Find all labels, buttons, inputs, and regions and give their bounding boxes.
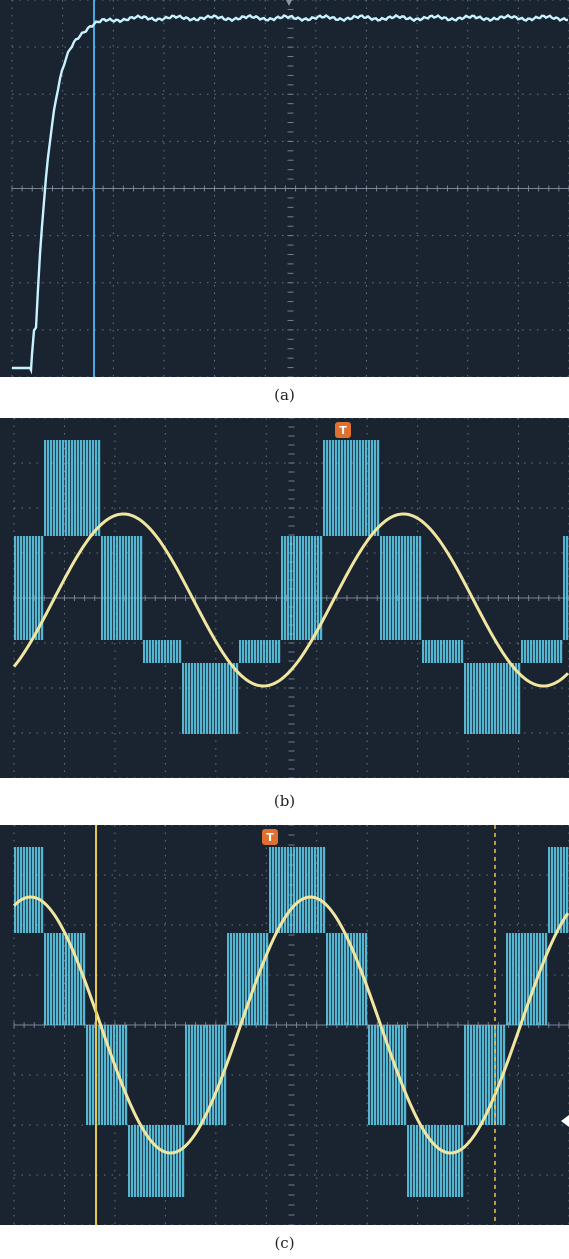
trigger-position-marker — [286, 0, 292, 6]
current-trace — [12, 512, 569, 688]
trigger-marker-icon — [335, 422, 351, 438]
oscilloscope-panel-a — [0, 0, 569, 377]
step-response-trace — [12, 13, 569, 375]
graticule — [11, 0, 569, 377]
caption-b: (b) — [273, 792, 296, 810]
trigger-marker-label: T — [339, 424, 347, 437]
scope-screen-c: T — [12, 825, 569, 1225]
scope-screen-b: T — [12, 418, 569, 778]
trigger-marker-icon — [262, 829, 278, 845]
scope-screen-a — [11, 0, 569, 377]
trigger-marker-label: T — [266, 831, 274, 844]
oscilloscope-panel-b: T — [0, 418, 569, 778]
current-trace — [12, 895, 569, 1155]
caption-a: (a) — [274, 386, 295, 404]
ground-level-marker — [561, 1115, 569, 1127]
oscilloscope-panel-c: T — [0, 825, 569, 1225]
caption-c: (c) — [274, 1234, 295, 1252]
voltage-trace — [14, 440, 569, 734]
